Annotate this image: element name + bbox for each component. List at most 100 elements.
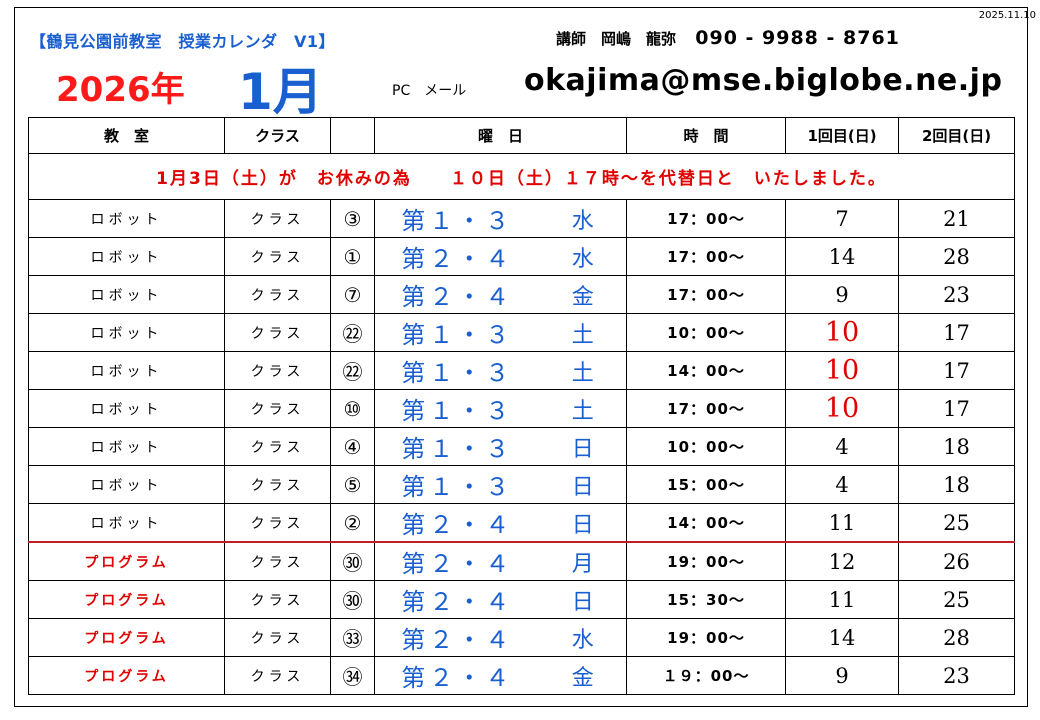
first-date-cell: 12 bbox=[785, 541, 900, 581]
class-cell: クラス bbox=[224, 541, 331, 581]
table-row: ロボット クラス ② 第２・４ 日 14：00～ 11 25 bbox=[28, 503, 1016, 543]
time-cell: 17：00～ bbox=[626, 199, 787, 238]
week-cell: 第２・４ bbox=[374, 656, 540, 695]
class-cell: クラス bbox=[224, 389, 331, 428]
header-number bbox=[330, 117, 375, 154]
room-cell: プログラム bbox=[28, 541, 225, 581]
first-date-cell: 4 bbox=[785, 465, 900, 504]
class-number-cell: ① bbox=[330, 237, 375, 276]
weekday-cell: 月 bbox=[539, 541, 628, 581]
week-cell: 第２・４ bbox=[374, 541, 540, 581]
time-cell: １９：00～ bbox=[626, 656, 787, 695]
table-row: ロボット クラス ⑤ 第１・３ 日 15：00～ 4 18 bbox=[28, 465, 1016, 504]
header-first-date: 1回目(日) bbox=[785, 117, 900, 154]
class-cell: クラス bbox=[224, 351, 331, 390]
header-weekday: 曜 日 bbox=[373, 117, 628, 154]
room-cell: ロボット bbox=[28, 237, 225, 276]
second-date-cell: 17 bbox=[898, 351, 1016, 390]
table-row: ロボット クラス ① 第２・４ 水 17：00～ 14 28 bbox=[28, 237, 1016, 276]
class-number-cell: ④ bbox=[330, 427, 375, 466]
school-title: 【鶴見公園前教室 授業カレンダ V1】 bbox=[30, 32, 336, 51]
first-date-cell: 7 bbox=[785, 199, 900, 238]
week-cell: 第２・４ bbox=[374, 580, 540, 619]
instructor-name: 講師 岡嶋 龍弥 bbox=[556, 30, 677, 48]
room-cell: ロボット bbox=[28, 465, 225, 504]
table-header-row: 教 室 クラス 曜 日 時 間 1回目(日) 2回目(日) bbox=[28, 117, 1016, 154]
room-cell: ロボット bbox=[28, 427, 225, 466]
weekday-cell: 金 bbox=[539, 275, 628, 314]
second-date-cell: 18 bbox=[898, 427, 1016, 466]
weekday-cell: 土 bbox=[539, 313, 628, 352]
class-cell: クラス bbox=[224, 580, 331, 619]
weekday-cell: 金 bbox=[539, 656, 628, 695]
week-cell: 第１・３ bbox=[374, 313, 540, 352]
week-cell: 第１・３ bbox=[374, 465, 540, 504]
holiday-notice: 1月3日（土）が お休みの為 １０日（土）１７時～を代替日と いたしました。 bbox=[27, 153, 1016, 200]
pc-mail-label: PC メール bbox=[392, 83, 467, 99]
time-cell: 17：00～ bbox=[626, 275, 787, 314]
calendar-year: 2026年 bbox=[56, 70, 185, 110]
room-cell: プログラム bbox=[28, 656, 225, 695]
weekday-cell: 日 bbox=[539, 465, 628, 504]
class-cell: クラス bbox=[224, 427, 331, 466]
time-cell: 15：00～ bbox=[626, 465, 787, 504]
header-room: 教 室 bbox=[28, 117, 225, 154]
header-class: クラス bbox=[224, 117, 331, 154]
week-cell: 第２・４ bbox=[374, 237, 540, 276]
class-cell: クラス bbox=[224, 503, 331, 543]
class-number-cell: ㉚ bbox=[330, 541, 375, 581]
table-row: ロボット クラス ③ 第１・３ 水 17：00～ 7 21 bbox=[28, 199, 1016, 238]
instructor-email: okajima@mse.biglobe.ne.jp bbox=[524, 63, 1003, 98]
time-cell: 15：30～ bbox=[626, 580, 787, 619]
calendar-frame bbox=[14, 7, 1028, 707]
weekday-cell: 日 bbox=[539, 427, 628, 466]
class-cell: クラス bbox=[224, 237, 331, 276]
second-date-cell: 26 bbox=[898, 541, 1016, 581]
time-cell: 17：00～ bbox=[626, 237, 787, 276]
second-date-cell: 28 bbox=[898, 237, 1016, 276]
first-date-cell: 11 bbox=[785, 580, 900, 619]
week-cell: 第１・３ bbox=[374, 351, 540, 390]
time-cell: 14：00～ bbox=[626, 503, 787, 543]
header-second-date: 2回目(日) bbox=[898, 117, 1016, 154]
week-cell: 第２・４ bbox=[374, 503, 540, 543]
class-number-cell: ㉒ bbox=[330, 351, 375, 390]
table-row: ロボット クラス ⑩ 第１・３ 土 17：00～ 10 17 bbox=[28, 389, 1016, 428]
class-cell: クラス bbox=[224, 275, 331, 314]
issue-date: 2025.11.10 bbox=[978, 10, 1036, 21]
second-date-cell: 28 bbox=[898, 618, 1016, 657]
class-number-cell: ③ bbox=[330, 199, 375, 238]
first-date-cell: 4 bbox=[785, 427, 900, 466]
class-number-cell: ㉝ bbox=[330, 618, 375, 657]
table-row: ロボット クラス ⑦ 第２・４ 金 17：00～ 9 23 bbox=[28, 275, 1016, 314]
weekday-cell: 水 bbox=[539, 237, 628, 276]
week-cell: 第２・４ bbox=[374, 275, 540, 314]
room-cell: ロボット bbox=[28, 275, 225, 314]
second-date-cell: 18 bbox=[898, 465, 1016, 504]
first-date-cell: 11 bbox=[785, 503, 900, 543]
week-cell: 第１・３ bbox=[374, 389, 540, 428]
class-cell: クラス bbox=[224, 199, 331, 238]
schedule-table: 教 室 クラス 曜 日 時 間 1回目(日) 2回目(日) 1月3日（土）が お… bbox=[27, 117, 1016, 695]
weekday-cell: 日 bbox=[539, 503, 628, 543]
instructor-info: 講師 岡嶋 龍弥 090 - 9988 - 8761 bbox=[556, 27, 900, 49]
room-cell: ロボット bbox=[28, 389, 225, 428]
class-cell: クラス bbox=[224, 465, 331, 504]
first-date-cell: 10 bbox=[785, 389, 900, 428]
notice-row: 1月3日（土）が お休みの為 １０日（土）１７時～を代替日と いたしました。 bbox=[27, 153, 1016, 200]
time-cell: 14：00～ bbox=[626, 351, 787, 390]
time-cell: 19：00～ bbox=[626, 618, 787, 657]
second-date-cell: 25 bbox=[898, 503, 1016, 543]
second-date-cell: 25 bbox=[898, 580, 1016, 619]
time-cell: 10：00～ bbox=[626, 427, 787, 466]
weekday-cell: 日 bbox=[539, 580, 628, 619]
weekday-cell: 土 bbox=[539, 351, 628, 390]
class-number-cell: ㉞ bbox=[330, 656, 375, 695]
first-date-cell: 14 bbox=[785, 618, 900, 657]
class-number-cell: ⑩ bbox=[330, 389, 375, 428]
second-date-cell: 17 bbox=[898, 389, 1016, 428]
time-cell: 19：00～ bbox=[626, 541, 787, 581]
